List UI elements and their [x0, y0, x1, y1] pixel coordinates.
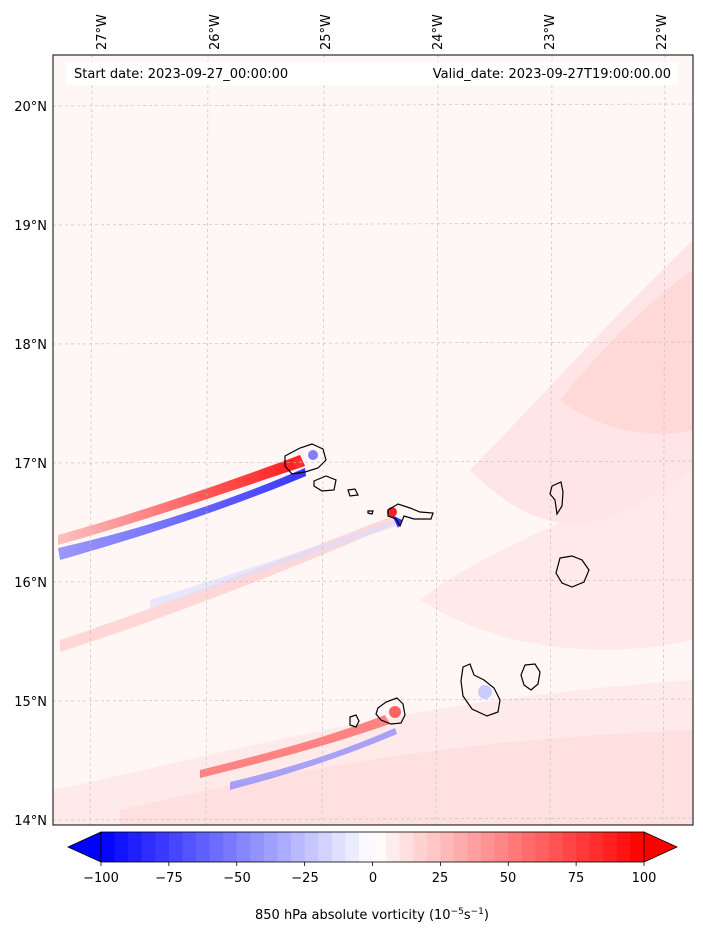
colorbar-min-extension: [68, 832, 101, 862]
colorbar-swatch: [142, 832, 156, 862]
lat-label: 14°N: [14, 814, 47, 829]
lat-label: 19°N: [14, 219, 47, 234]
map-panel: Start date: 2023-09-27_00:00:00 Valid_da…: [53, 55, 693, 825]
colorbar-ticks: [101, 862, 644, 866]
colorbar-swatch: [169, 832, 183, 862]
colorbar-swatch: [373, 832, 387, 862]
colorbar-tick-label: 75: [568, 871, 585, 886]
colorbar-swatch: [332, 832, 346, 862]
colorbar-swatch: [495, 832, 509, 862]
colorbar-swatch: [386, 832, 400, 862]
colorbar-swatch: [413, 832, 427, 862]
colorbar-swatch: [237, 832, 251, 862]
colorbar-swatch: [277, 832, 291, 862]
colorbar-swatch: [576, 832, 590, 862]
colorbar-swatch: [481, 832, 495, 862]
colorbar-tick-label: −50: [223, 871, 250, 886]
lon-label: 23°W: [543, 14, 558, 50]
colorbar-swatch: [264, 832, 278, 862]
colorbar-swatch: [400, 832, 414, 862]
longitude-labels: 27°W 26°W 25°W 24°W 23°W 22°W: [95, 14, 670, 50]
lon-label: 26°W: [208, 14, 223, 50]
lon-label: 24°W: [431, 14, 446, 50]
colorbar-swatch: [128, 832, 142, 862]
colorbar-swatch: [590, 832, 604, 862]
lon-label: 22°W: [655, 14, 670, 50]
colorbar-swatch: [603, 832, 617, 862]
colorbar-swatch: [427, 832, 441, 862]
colorbar-max-extension: [644, 832, 677, 862]
colorbar-swatch: [468, 832, 482, 862]
colorbar-tick-label: −25: [291, 871, 318, 886]
colorbar-swatch: [617, 832, 631, 862]
colorbar-swatch: [210, 832, 224, 862]
lon-label: 25°W: [319, 14, 334, 50]
colorbar-swatch: [549, 832, 563, 862]
colorbar-swatch: [454, 832, 468, 862]
colorbar-tick-label: 25: [432, 871, 449, 886]
colorbar-tick-label: 100: [632, 871, 657, 886]
colorbar-swatch: [345, 832, 359, 862]
lat-label: 17°N: [14, 457, 47, 472]
colorbar-label: 850 hPa absolute vorticity (10−5s−1): [255, 907, 489, 923]
colorbar-swatch: [359, 832, 373, 862]
colorbar-tick-label: −100: [83, 871, 119, 886]
colorbar-swatch: [305, 832, 319, 862]
map-figure: Start date: 2023-09-27_00:00:00 Valid_da…: [0, 0, 703, 936]
colorbar-swatch: [318, 832, 332, 862]
lat-label: 15°N: [14, 695, 47, 710]
colorbar-swatch: [630, 832, 644, 862]
colorbar-swatch: [182, 832, 196, 862]
colorbar-swatch: [155, 832, 169, 862]
valid-date-label: Valid_date: 2023-09-27T19:00:00.00: [433, 67, 671, 82]
latitude-labels: 20°N 19°N 18°N 17°N 16°N 15°N 14°N: [14, 100, 47, 829]
colorbar-swatch: [223, 832, 237, 862]
colorbar-swatch: [115, 832, 129, 862]
colorbar-tick-label: −75: [155, 871, 182, 886]
colorbar: −100 −75 −50 −25 0 25 50 75 100 850 hPa …: [68, 832, 677, 923]
lat-label: 20°N: [14, 100, 47, 115]
colorbar-swatch: [250, 832, 264, 862]
colorbar-swatch: [508, 832, 522, 862]
lat-label: 18°N: [14, 338, 47, 353]
colorbar-swatch: [196, 832, 210, 862]
colorbar-swatch: [563, 832, 577, 862]
start-date-label: Start date: 2023-09-27_00:00:00: [74, 67, 288, 82]
colorbar-swatches: [101, 832, 645, 862]
colorbar-swatch: [291, 832, 305, 862]
lon-label: 27°W: [95, 14, 110, 50]
colorbar-swatch: [440, 832, 454, 862]
lat-label: 16°N: [14, 576, 47, 591]
colorbar-swatch: [535, 832, 549, 862]
colorbar-tick-label: 50: [500, 871, 517, 886]
colorbar-tick-label: 0: [369, 871, 377, 886]
colorbar-swatch: [522, 832, 536, 862]
colorbar-swatch: [101, 832, 115, 862]
